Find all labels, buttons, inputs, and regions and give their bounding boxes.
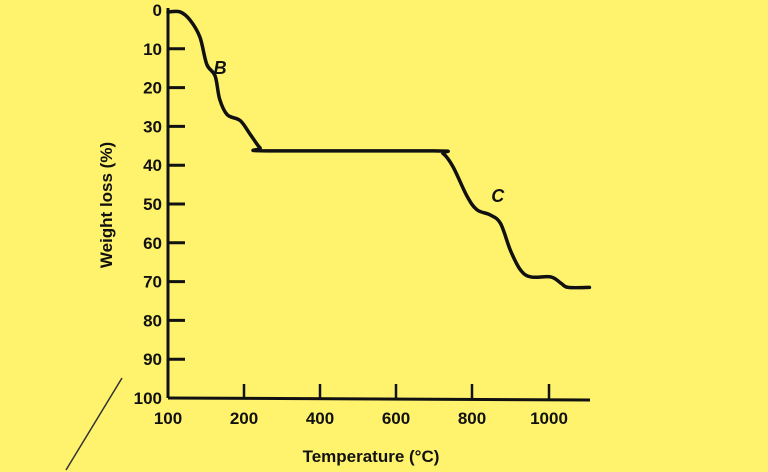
- annotation-label: C: [491, 186, 505, 206]
- x-tick-label: 100: [154, 409, 182, 428]
- y-tick-label: 10: [143, 40, 162, 59]
- pen-mark: [65, 377, 123, 471]
- y-tick-label: 50: [143, 195, 162, 214]
- y-tick-label: 90: [143, 350, 162, 369]
- y-axis-label: Weight loss (%): [97, 142, 116, 268]
- x-tick-label: 200: [230, 409, 258, 428]
- y-tick-label: 0: [153, 1, 162, 20]
- x-axis-ticks: 100 200 400 600 800 1000: [154, 384, 568, 428]
- x-tick-label: 1000: [530, 409, 568, 428]
- y-tick-label: 20: [143, 79, 162, 98]
- y-tick-label: 60: [143, 234, 162, 253]
- y-tick-label: 100: [134, 389, 162, 408]
- x-tick-label: 400: [306, 409, 334, 428]
- annotation-label: B: [214, 58, 227, 78]
- y-tick-label: 80: [143, 311, 162, 330]
- x-tick-label: 800: [458, 409, 486, 428]
- annotations: BC: [214, 58, 506, 206]
- y-tick-label: 70: [143, 273, 162, 292]
- weight-loss-curve: [166, 9, 592, 290]
- y-tick-label: 30: [143, 117, 162, 136]
- x-tick-label: 600: [382, 409, 410, 428]
- y-axis-ticks: 0 10 20 30 40 50 60 70 80 90 100: [134, 1, 185, 408]
- x-axis-label: Temperature (°C): [303, 447, 440, 466]
- y-tick-label: 40: [143, 156, 162, 175]
- x-axis-line: [167, 396, 591, 402]
